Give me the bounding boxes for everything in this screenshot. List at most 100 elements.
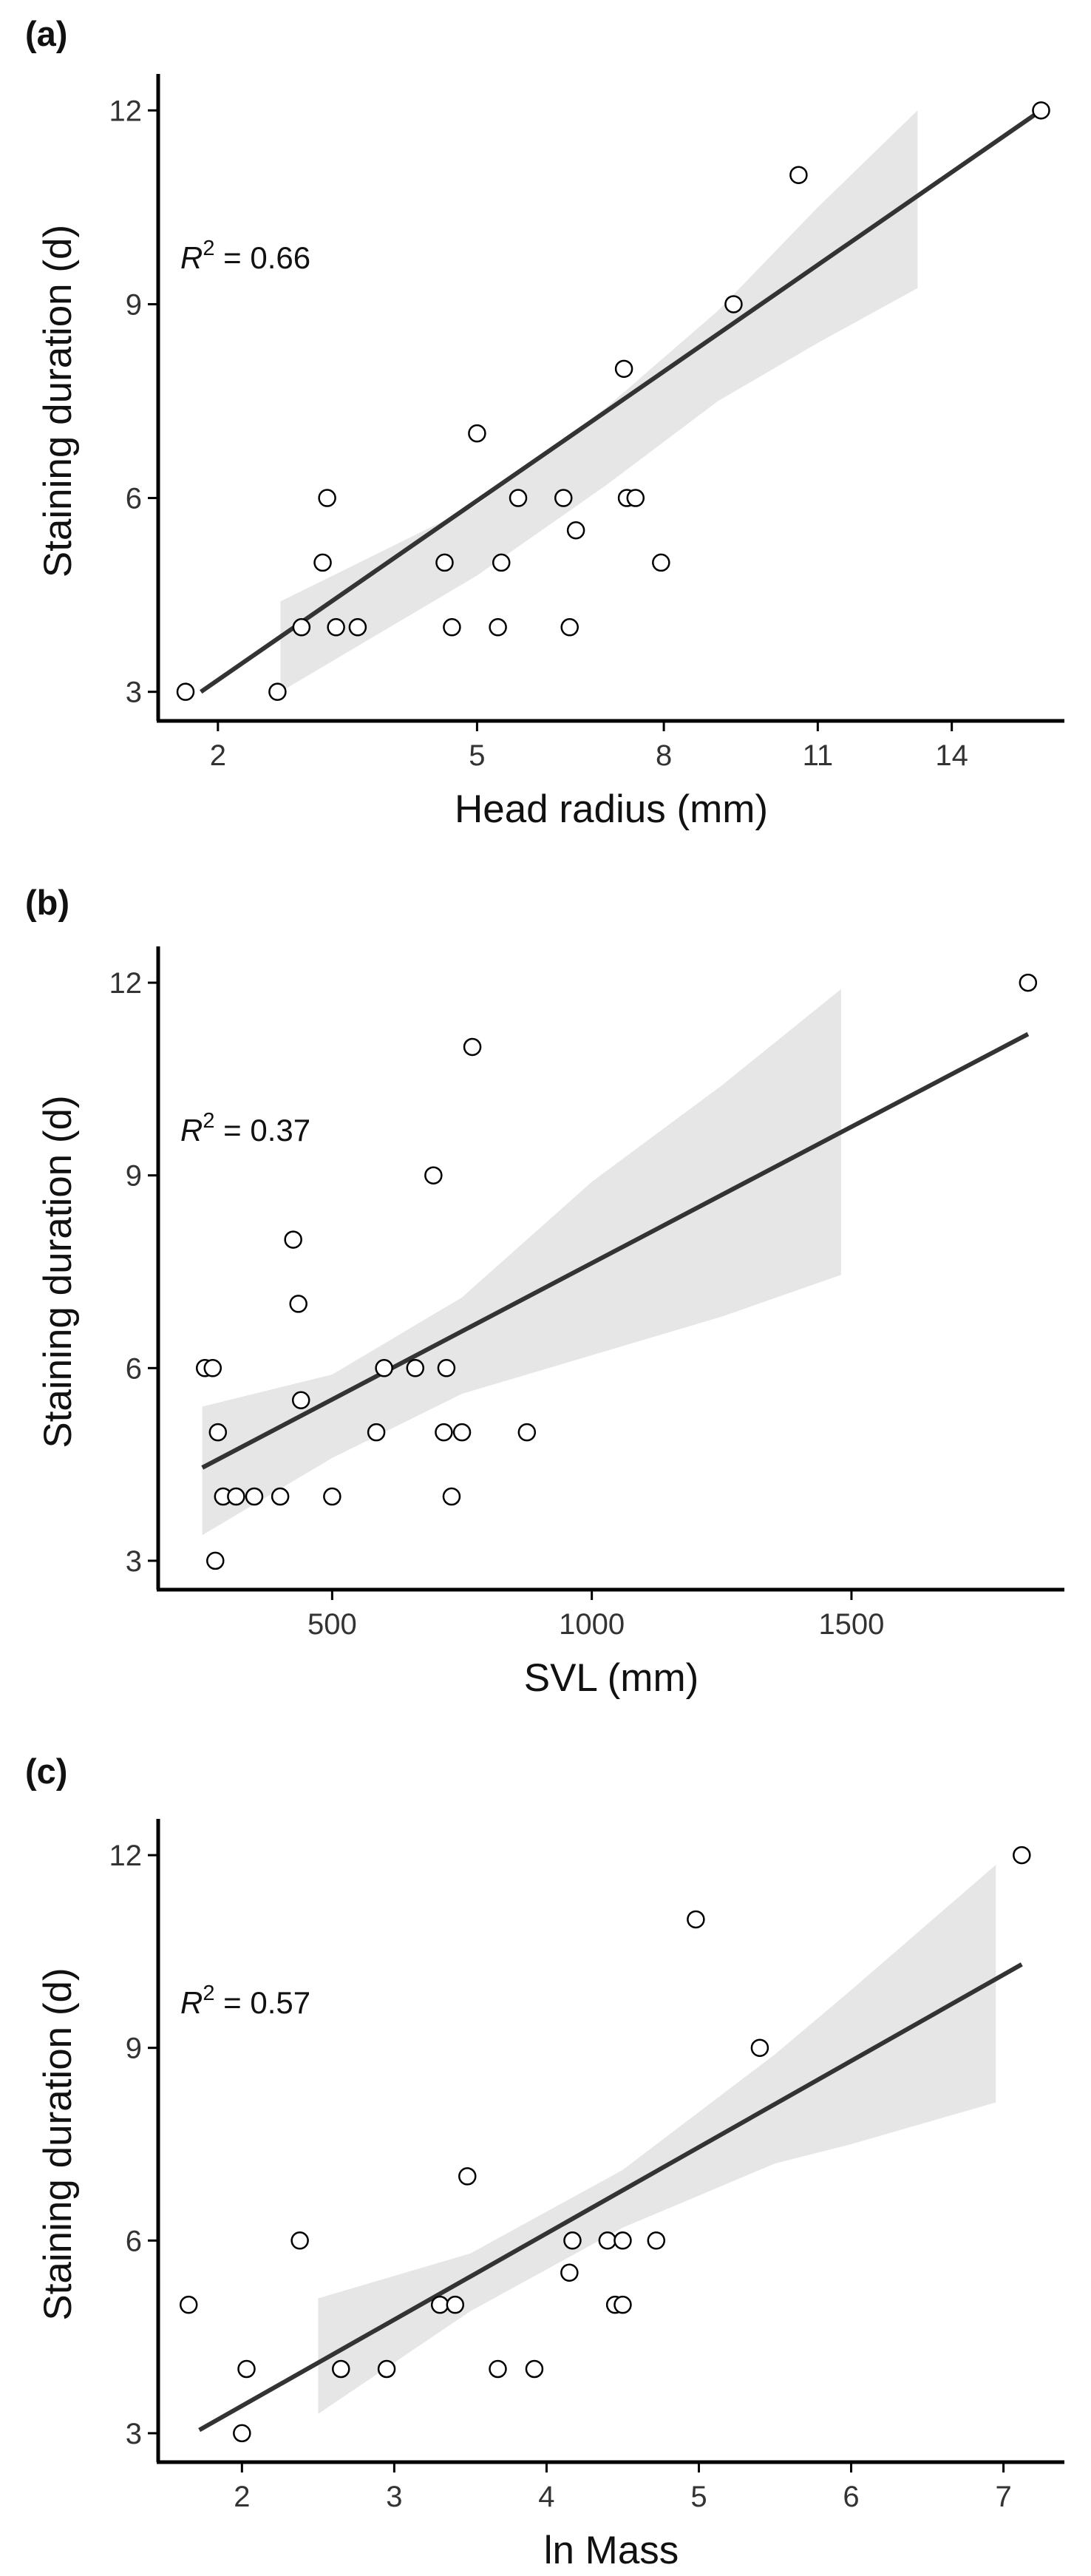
- data-point: [442, 1487, 461, 1506]
- data-point: [435, 1423, 453, 1442]
- confidence-band: [280, 110, 918, 692]
- data-point: [367, 1423, 386, 1442]
- data-point: [489, 2359, 507, 2379]
- data-point: [208, 1423, 228, 1442]
- data-point: [724, 295, 743, 313]
- data-point: [614, 359, 633, 379]
- data-point: [626, 489, 645, 507]
- data-point: [290, 2231, 309, 2250]
- x-tick-label: 7: [995, 2481, 1011, 2513]
- y-tick-label: 3: [126, 677, 142, 709]
- regression-line: [201, 1031, 1030, 1470]
- data-point: [1013, 1845, 1031, 1865]
- data-point: [292, 618, 311, 637]
- x-tick-label: 2: [210, 739, 226, 772]
- data-point: [227, 1487, 245, 1506]
- y-tick-label: 9: [126, 1160, 142, 1193]
- r2-value: = 0.57: [214, 1985, 310, 2020]
- data-point: [203, 1359, 222, 1377]
- data-point: [206, 1551, 225, 1570]
- data-point: [598, 2231, 617, 2250]
- data-point: [348, 618, 367, 637]
- data-point: [327, 618, 345, 637]
- r2-superscript: 2: [203, 1982, 214, 2005]
- data-point: [452, 1423, 472, 1442]
- x-tick-label: 5: [690, 2481, 707, 2513]
- data-point: [318, 489, 336, 507]
- panel-label: (a): [25, 14, 67, 53]
- data-point: [406, 1359, 425, 1377]
- x-axis-title: Head radius (mm): [455, 787, 768, 831]
- r2-symbol: R: [180, 240, 203, 275]
- x-tick-label: 14: [935, 739, 968, 772]
- confidence-band: [318, 1865, 996, 2414]
- x-tick-label: 1500: [818, 1608, 884, 1641]
- data-point: [375, 1359, 393, 1377]
- y-tick-label: 6: [126, 1352, 142, 1385]
- data-point: [313, 553, 332, 572]
- data-point: [614, 2231, 632, 2250]
- y-tick-label: 6: [126, 483, 142, 515]
- data-point: [291, 1391, 310, 1409]
- data-point: [647, 2231, 666, 2250]
- data-point: [468, 424, 486, 443]
- data-point: [525, 2359, 544, 2379]
- confidence-band: [202, 989, 841, 1536]
- data-point: [489, 618, 507, 637]
- y-tick-label: 12: [109, 95, 143, 127]
- data-point: [563, 2231, 582, 2250]
- data-point: [652, 553, 670, 572]
- data-point: [1019, 973, 1038, 992]
- r2-value: = 0.37: [214, 1113, 310, 1148]
- y-tick-label: 6: [126, 2225, 142, 2257]
- data-point: [566, 521, 585, 540]
- data-point: [492, 553, 511, 572]
- data-point: [463, 1037, 482, 1057]
- data-point: [458, 2167, 477, 2186]
- data-point: [323, 1487, 341, 1506]
- data-point: [284, 1230, 302, 1249]
- y-tick-label: 12: [109, 967, 143, 1000]
- x-tick-label: 8: [656, 739, 672, 772]
- data-point: [289, 1295, 307, 1313]
- data-point: [271, 1487, 290, 1506]
- data-point: [560, 618, 579, 637]
- data-point: [245, 1487, 264, 1506]
- data-point: [560, 2263, 579, 2282]
- y-axis-title: Staining duration (d): [36, 1095, 80, 1448]
- r2-value: = 0.66: [214, 240, 310, 275]
- data-point: [446, 2295, 465, 2314]
- regression-line: [198, 1962, 1023, 2433]
- x-axis-title: SVL (mm): [524, 1656, 699, 1700]
- data-point: [443, 618, 461, 637]
- data-point: [179, 2295, 198, 2314]
- r2-annotation: R2 = 0.66: [180, 237, 310, 275]
- r2-superscript: 2: [203, 237, 214, 260]
- x-tick-label: 6: [843, 2481, 859, 2513]
- y-tick-label: 12: [109, 1840, 143, 1872]
- panel-label: (b): [25, 883, 69, 922]
- r2-symbol: R: [180, 1113, 203, 1148]
- data-point: [176, 682, 195, 701]
- data-point: [237, 2359, 256, 2379]
- x-tick-label: 500: [307, 1608, 357, 1641]
- data-point: [789, 166, 808, 184]
- r2-annotation: R2 = 0.57: [180, 1982, 310, 2020]
- x-tick-label: 3: [386, 2481, 402, 2513]
- x-tick-label: 1000: [559, 1608, 625, 1641]
- x-tick-label: 4: [538, 2481, 554, 2513]
- data-point: [268, 682, 287, 701]
- data-point: [687, 1910, 705, 1929]
- panel-label: (c): [25, 1752, 67, 1791]
- regression-line: [200, 108, 1043, 694]
- data-point: [437, 1359, 456, 1377]
- r2-annotation: R2 = 0.37: [180, 1109, 310, 1148]
- data-point: [424, 1166, 443, 1184]
- data-point: [1032, 101, 1050, 120]
- data-point: [509, 489, 528, 507]
- data-point: [377, 2359, 396, 2379]
- chart-panel-2: (b) 3 6 9 12 500 1000 1500 R2 = 0.37 SVL (mm) Stai…: [25, 883, 1064, 1700]
- y-tick-label: 9: [126, 2033, 142, 2065]
